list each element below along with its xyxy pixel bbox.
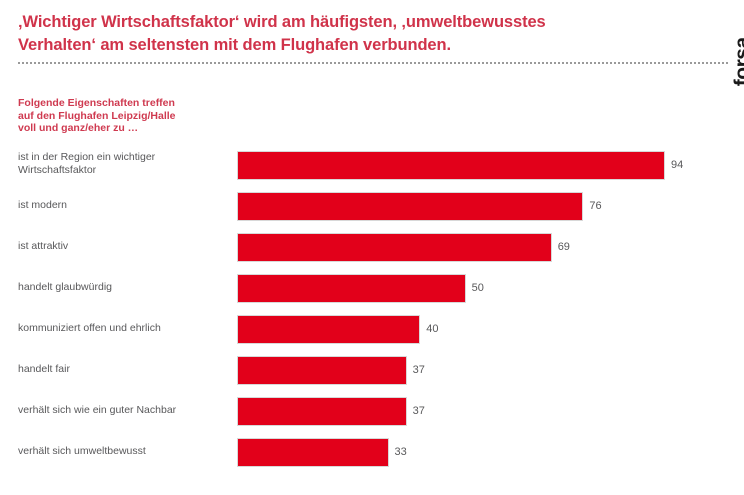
chart-row: kommuniziert offen und ehrlich 40: [0, 312, 744, 346]
bar-track: 50: [238, 275, 724, 302]
bar[interactable]: [238, 398, 406, 425]
bar[interactable]: [238, 193, 583, 220]
header-divider: [18, 62, 728, 64]
chart-subtitle-line-3: voll und ganz/eher zu …: [18, 122, 139, 135]
chart-row: ist attraktiv 69: [0, 230, 744, 264]
bar-track: 69: [238, 234, 724, 261]
chart-subtitle-line-2: auf den Flughafen Leipzig/Halle: [18, 109, 176, 122]
chart-row: handelt glaubwürdig 50: [0, 271, 744, 305]
bar-value-label: 40: [426, 323, 439, 335]
bar[interactable]: [238, 316, 420, 343]
chart-subtitle: Folgende Eigenschaften treffen auf den F…: [18, 97, 248, 135]
bar-chart: ist in der Region ein wichtiger Wirtschaf…: [0, 148, 744, 488]
bar-value-label: 50: [471, 282, 484, 294]
category-label-line: handelt glaubwürdig: [18, 281, 112, 293]
chart-header: ‚Wichtiger Wirtschaftsfaktor‘ wird am hä…: [0, 0, 744, 86]
bar[interactable]: [238, 152, 664, 179]
chart-row: handelt fair 37: [0, 353, 744, 387]
category-label: ist in der Region ein wichtiger Wirtschaf…: [18, 151, 230, 176]
category-label: handelt glaubwürdig: [18, 281, 230, 294]
page-title-line-1: ‚Wichtiger Wirtschaftsfaktor‘ wird am hä…: [18, 13, 546, 31]
category-label-line: verhält sich wie ein guter Nachbar: [18, 404, 177, 416]
category-label-line: ist attraktiv: [18, 240, 69, 252]
bar-track: 76: [238, 193, 724, 220]
bar-track: 33: [238, 439, 724, 466]
chart-row: verhält sich wie ein guter Nachbar 37: [0, 394, 744, 428]
page-title-line-2: Verhalten‘ am seltensten mit dem Flughaf…: [18, 36, 451, 54]
bar[interactable]: [238, 234, 551, 261]
category-label: verhält sich wie ein guter Nachbar: [18, 404, 230, 417]
category-label-line: ist in der Region ein wichtiger: [18, 151, 156, 163]
category-label: handelt fair: [18, 363, 230, 376]
category-label-line: verhält sich umweltbewusst: [18, 445, 146, 457]
page-title: ‚Wichtiger Wirtschaftsfaktor‘ wird am hä…: [18, 11, 658, 57]
bar-track: 37: [238, 357, 724, 384]
bar-track: 37: [238, 398, 724, 425]
category-label-line: Wirtschaftsfaktor: [18, 163, 97, 176]
category-label-line: handelt fair: [18, 363, 70, 375]
chart-subtitle-line-1: Folgende Eigenschaften treffen: [18, 97, 175, 109]
forsa-logo-text: forsa.: [731, 32, 744, 87]
bar[interactable]: [238, 439, 388, 466]
category-label: ist attraktiv: [18, 240, 230, 253]
bar-value-label: 76: [589, 200, 602, 212]
chart-row: ist in der Region ein wichtiger Wirtschaf…: [0, 148, 744, 182]
bar-value-label: 33: [394, 446, 407, 458]
bar-value-label: 37: [412, 364, 425, 376]
forsa-logo: forsa.: [690, 0, 744, 86]
category-label: ist modern: [18, 199, 230, 212]
category-label-line: kommuniziert offen und ehrlich: [18, 322, 161, 334]
category-label-line: ist modern: [18, 199, 68, 211]
forsa-logo-dot: .: [731, 32, 744, 37]
category-label: verhält sich umweltbewusst: [18, 445, 230, 458]
bar[interactable]: [238, 275, 465, 302]
category-label: kommuniziert offen und ehrlich: [18, 322, 230, 335]
forsa-logo-word: forsa: [731, 37, 744, 87]
bar-value-label: 94: [671, 159, 684, 171]
bar-track: 40: [238, 316, 724, 343]
chart-row: ist modern 76: [0, 189, 744, 223]
bar[interactable]: [238, 357, 406, 384]
bar-track: 94: [238, 152, 724, 179]
bar-value-label: 69: [557, 241, 570, 253]
chart-row: verhält sich umweltbewusst 33: [0, 435, 744, 469]
bar-value-label: 37: [412, 405, 425, 417]
